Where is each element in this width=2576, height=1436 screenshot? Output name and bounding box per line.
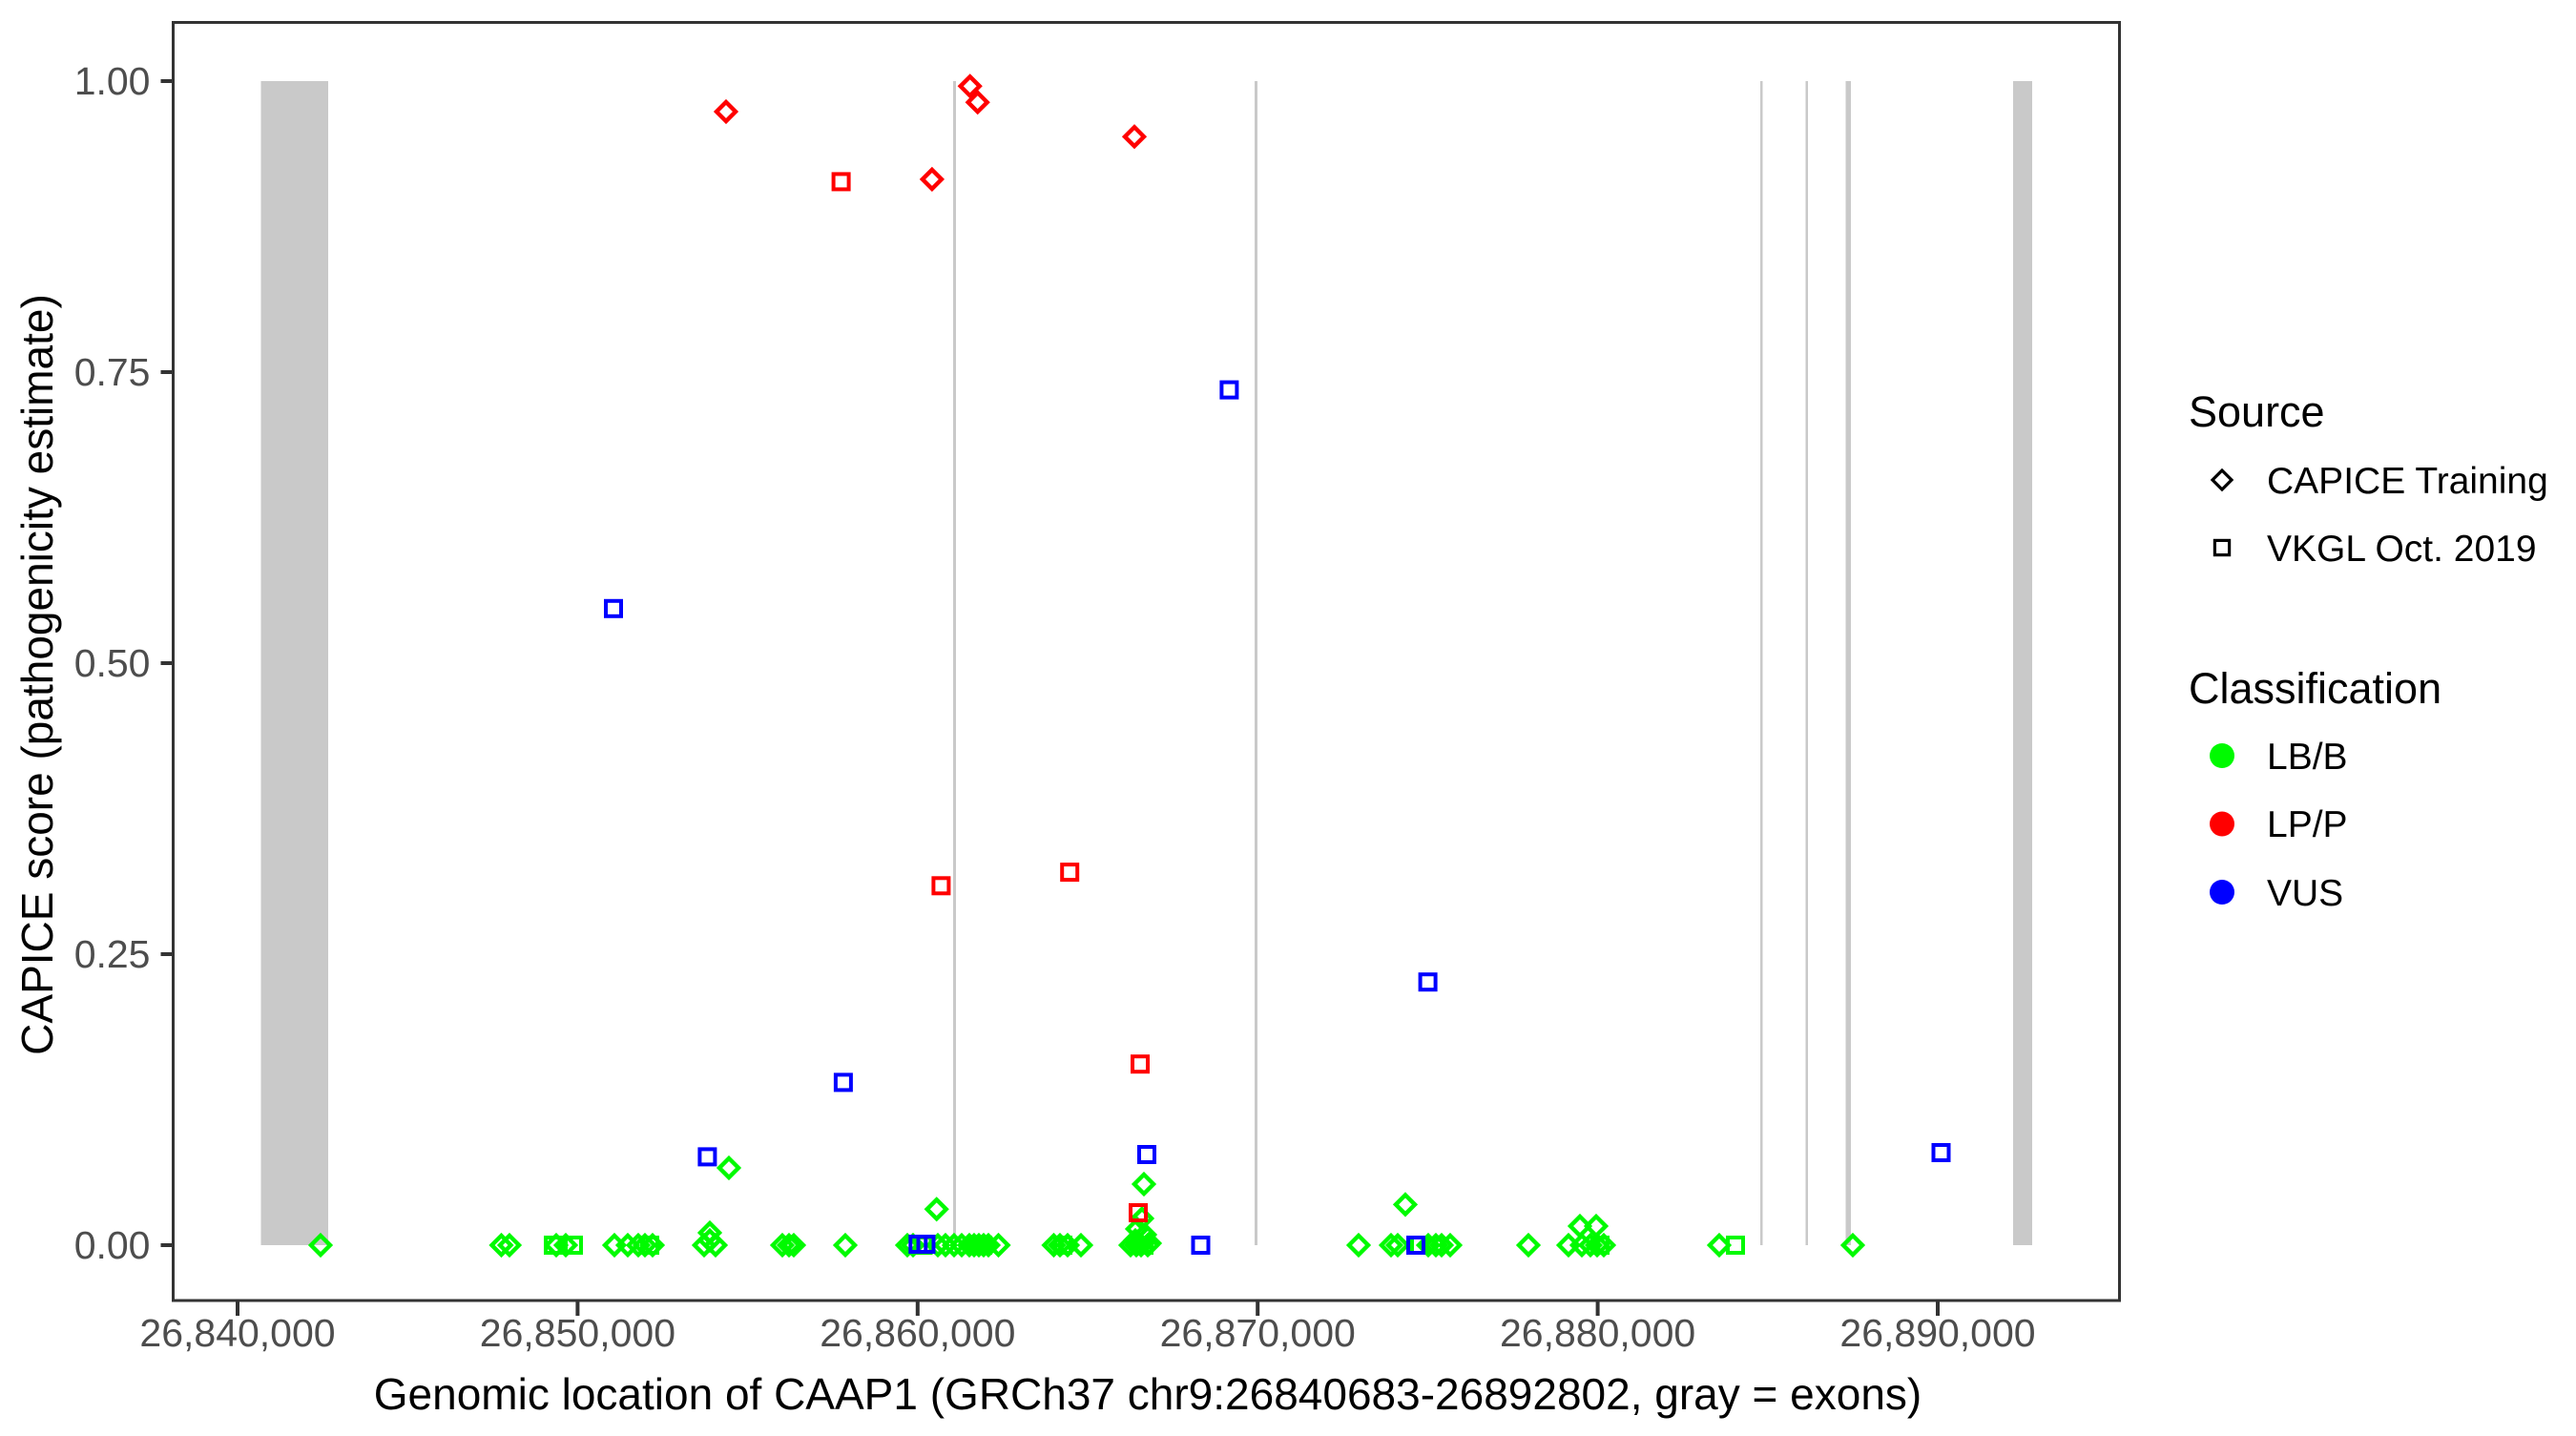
svg-text:0.75: 0.75 [74, 350, 151, 394]
svg-text:26,880,000: 26,880,000 [1500, 1311, 1695, 1355]
svg-text:Genomic location of CAAP1 (GRC: Genomic location of CAAP1 (GRCh37 chr9:2… [374, 1369, 1922, 1419]
svg-text:0.50: 0.50 [74, 641, 151, 685]
svg-text:26,860,000: 26,860,000 [820, 1311, 1015, 1355]
svg-text:0.25: 0.25 [74, 932, 151, 976]
svg-text:LP/P: LP/P [2267, 804, 2348, 845]
svg-text:0.00: 0.00 [74, 1223, 151, 1267]
svg-text:CAPICE Training: CAPICE Training [2267, 461, 2548, 502]
svg-text:Source: Source [2189, 387, 2325, 436]
svg-text:LB/B: LB/B [2267, 737, 2348, 778]
svg-text:26,870,000: 26,870,000 [1160, 1311, 1356, 1355]
svg-text:VKGL Oct. 2019: VKGL Oct. 2019 [2267, 529, 2537, 570]
svg-text:VUS: VUS [2267, 873, 2343, 914]
svg-text:26,890,000: 26,890,000 [1839, 1311, 2035, 1355]
svg-text:1.00: 1.00 [74, 59, 151, 103]
svg-text:26,840,000: 26,840,000 [139, 1311, 335, 1355]
svg-text:Classification: Classification [2189, 664, 2441, 713]
svg-text:26,850,000: 26,850,000 [480, 1311, 675, 1355]
svg-text:CAPICE score (pathogenicity es: CAPICE score (pathogenicity estimate) [12, 294, 62, 1055]
